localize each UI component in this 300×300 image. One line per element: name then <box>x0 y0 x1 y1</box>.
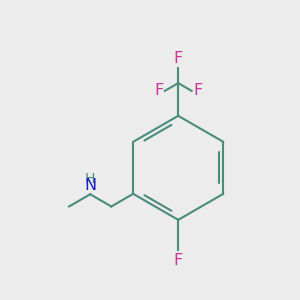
Text: F: F <box>174 253 183 268</box>
Text: F: F <box>193 83 203 98</box>
Text: H: H <box>85 172 95 186</box>
Text: N: N <box>84 178 96 193</box>
Text: F: F <box>174 51 183 66</box>
Text: F: F <box>154 83 164 98</box>
